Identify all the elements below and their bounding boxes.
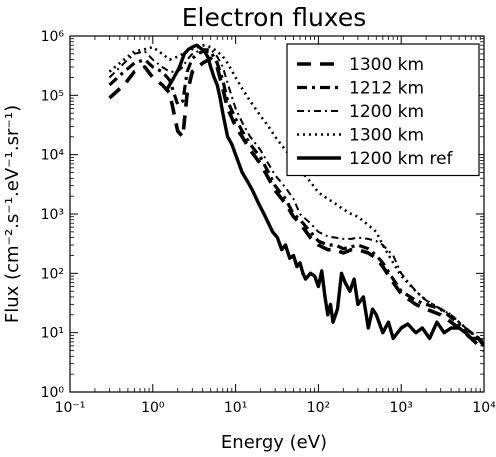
legend-box [286, 43, 480, 177]
y-tick-label: 10³ [41, 207, 64, 223]
series-line-2 [108, 49, 484, 344]
x-axis-label: Energy (eV) [221, 432, 327, 453]
series-line-1 [108, 56, 484, 352]
legend-label-3: 1200 km [349, 102, 424, 122]
series-line-4 [108, 43, 484, 343]
chart-title: Electron fluxes [182, 3, 367, 32]
x-tick-label: 10² [307, 400, 330, 416]
series-line-5 [165, 43, 484, 347]
x-tick-label: 10⁰ [141, 400, 165, 416]
y-tick-label: 10¹ [41, 326, 64, 342]
legend-label-5: 1200 km ref [349, 149, 454, 169]
y-tick-label: 10⁶ [41, 29, 65, 45]
y-tick-label: 10⁰ [41, 385, 65, 401]
legend-label-4: 1300 km [349, 126, 424, 146]
y-tick-label: 10⁵ [41, 88, 64, 104]
y-axis-label: Flux (cm⁻².s⁻¹.eV⁻¹.sr⁻¹) [2, 105, 23, 323]
legend: 1300 km 1212 km 1200 km 1300 km 1200 km ref [286, 43, 480, 177]
legend-label-2: 1212 km [349, 79, 424, 99]
legend-label-1: 1300 km [349, 55, 424, 75]
x-tick-label: 10¹ [224, 400, 247, 416]
plot-area [108, 43, 484, 352]
y-tick-label: 10⁴ [41, 148, 65, 164]
x-tick-label: 10⁻¹ [55, 400, 86, 416]
plot-frame [69, 35, 485, 393]
x-tick-label: 10³ [389, 400, 412, 416]
x-tick-label: 10⁴ [472, 400, 496, 416]
y-tick-label: 10² [41, 266, 64, 282]
